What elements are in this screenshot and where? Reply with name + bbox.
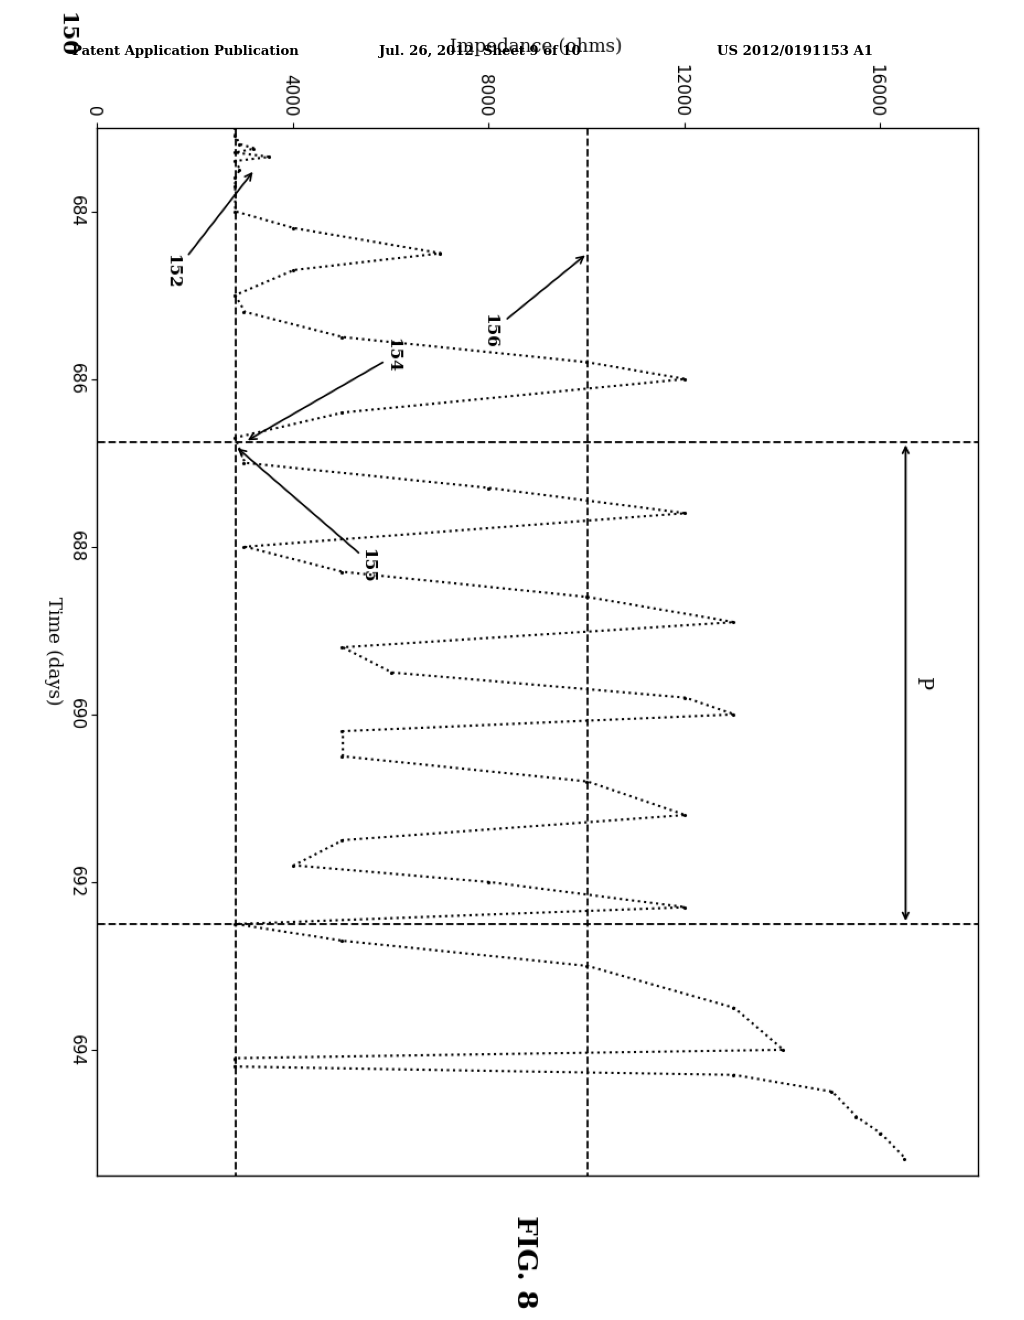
Text: Jul. 26, 2012  Sheet 9 of 10: Jul. 26, 2012 Sheet 9 of 10 xyxy=(379,45,581,58)
Text: Patent Application Publication: Patent Application Publication xyxy=(72,45,298,58)
Text: US 2012/0191153 A1: US 2012/0191153 A1 xyxy=(717,45,872,58)
